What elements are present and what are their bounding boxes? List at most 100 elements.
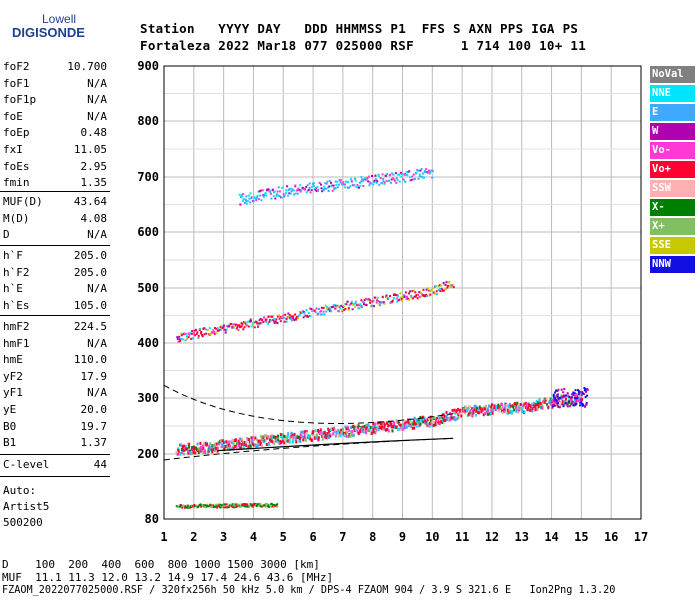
x-tick-label: 10 [425, 530, 439, 544]
echo-point [299, 310, 302, 313]
echo-point [459, 409, 462, 413]
echo-point [253, 326, 256, 329]
echo-point [561, 403, 564, 406]
echo-point [218, 441, 221, 445]
echo-point [217, 329, 220, 332]
param-value: 110.0 [73, 353, 107, 367]
echo-point [532, 403, 535, 407]
echo-point [425, 167, 428, 170]
echo-point [186, 335, 189, 338]
echo-point [246, 445, 249, 449]
echo-point [438, 416, 441, 420]
echo-point [194, 328, 197, 331]
echo-point [372, 305, 375, 308]
x-tick-label: 13 [515, 530, 529, 544]
echo-point [284, 313, 287, 316]
echo-point [380, 422, 383, 426]
x-tick-label: 11 [455, 530, 469, 544]
echo-point [376, 421, 379, 425]
echo-point [355, 302, 358, 305]
echo-point [270, 439, 273, 443]
echo-point [234, 323, 237, 326]
echo-point [367, 424, 370, 428]
echo-point [213, 332, 216, 335]
echo-point [202, 446, 205, 450]
echo-point [554, 398, 557, 401]
echo-point [287, 312, 290, 315]
param-name: D [3, 228, 10, 242]
echo-point [518, 405, 521, 409]
echo-point [273, 442, 276, 446]
echo-point [390, 178, 393, 181]
echo-point [281, 186, 284, 189]
echo-point [566, 392, 569, 395]
echo-point [332, 184, 335, 187]
echo-point [450, 286, 453, 289]
echo-point [391, 299, 394, 302]
echo-point [201, 334, 204, 337]
echo-point [425, 421, 428, 425]
echo-point [562, 400, 565, 404]
echo-point [583, 405, 586, 408]
echo-point [429, 171, 432, 174]
echo-point [429, 293, 432, 296]
echo-point [556, 393, 559, 396]
echo-point [349, 185, 352, 188]
echo-point [421, 417, 424, 421]
echo-point [239, 203, 242, 206]
param-value: N/A [87, 386, 107, 400]
echo-point [534, 407, 537, 411]
param-name: fmin [3, 176, 30, 190]
echo-point [274, 197, 277, 200]
echo-point [317, 438, 320, 442]
echo-point [211, 331, 214, 334]
echo-point [374, 178, 377, 181]
echo-point [305, 185, 308, 188]
echo-point [379, 304, 382, 307]
echo-point [521, 405, 524, 409]
echo-point [264, 438, 267, 442]
echo-point [382, 301, 385, 304]
echo-point [361, 427, 364, 431]
param-row: D N/A [3, 228, 107, 244]
echo-point [350, 180, 353, 183]
echo-point [181, 506, 184, 509]
echo-point [301, 310, 304, 313]
echo-point [415, 171, 418, 174]
echo-point [250, 196, 253, 199]
echo-point [299, 439, 302, 443]
echo-point [354, 179, 357, 182]
echo-point [236, 324, 239, 327]
echo-point [579, 404, 582, 407]
echo-point [325, 310, 328, 313]
echo-point [278, 190, 281, 193]
param-value: 11.05 [73, 143, 107, 156]
echo-point [583, 389, 586, 392]
echo-point [518, 408, 521, 412]
echo-point [395, 177, 398, 180]
echo-point [261, 505, 264, 508]
echo-point [198, 328, 201, 331]
echo-point [420, 419, 423, 423]
echo-point [235, 327, 238, 330]
param-row: foF1p N/A [3, 93, 107, 109]
echo-point [208, 448, 211, 452]
echo-point [556, 404, 559, 407]
echo-point [332, 305, 335, 308]
echo-point [333, 304, 336, 307]
echo-point [327, 186, 330, 189]
param-name: h`E [3, 282, 23, 296]
echo-point [282, 316, 285, 319]
legend-item: SSE [650, 237, 695, 254]
echo-point [271, 435, 274, 439]
echo-point [324, 434, 327, 438]
echo-point [484, 405, 487, 409]
echo-point [437, 289, 440, 292]
echo-point [398, 180, 401, 183]
echo-point [532, 401, 535, 405]
echo-point [307, 312, 310, 315]
echo-point [576, 399, 579, 403]
echo-point [464, 405, 467, 409]
echo-point [444, 418, 447, 422]
echo-point [316, 436, 319, 440]
